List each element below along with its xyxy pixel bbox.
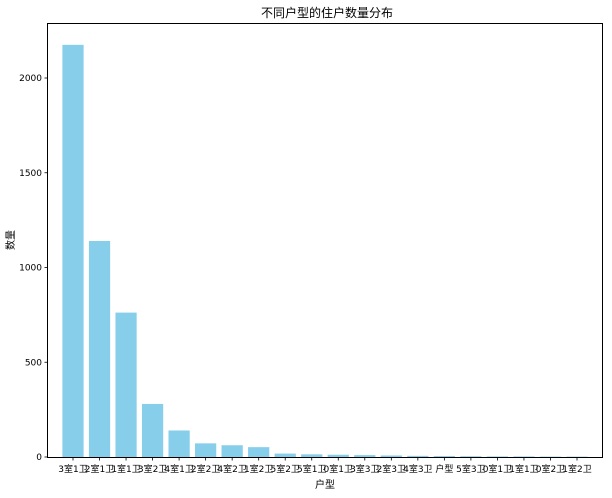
bar-8 <box>275 454 296 457</box>
x-tick-label-1: 2室1卫 <box>85 463 114 475</box>
x-tick-label-3: 3室2卫 <box>138 463 167 475</box>
x-tick-label-9: 5室1卫 <box>297 463 326 475</box>
x-tick-label-16: 0室1卫 <box>483 463 512 475</box>
x-tick-label-0: 3室1卫 <box>58 463 87 475</box>
bar-12 <box>381 455 402 457</box>
bar-2 <box>115 313 136 457</box>
x-tick-label-19: 1室2卫 <box>562 463 591 475</box>
y-axis-label: 数量 <box>4 230 17 250</box>
bar-4 <box>168 430 189 457</box>
bar-1 <box>89 241 110 457</box>
y-axis-ticks: 0 500 1000 1500 2000 <box>19 74 48 463</box>
bar-9 <box>301 454 322 457</box>
y-tick-label-2: 1000 <box>19 264 42 274</box>
x-tick-label-8: 5室2卫 <box>270 463 299 475</box>
x-tick-label-10: 0室1卫 <box>324 463 353 475</box>
bar-16 <box>487 456 508 457</box>
x-tick-label-7: 1室2卫 <box>244 463 273 475</box>
x-tick-label-2: 1室1卫 <box>111 463 140 475</box>
bar-0 <box>62 45 83 457</box>
x-tick-label-13: 4室3卫 <box>403 463 432 475</box>
chart-title: 不同户型的住户数量分布 <box>261 5 393 20</box>
x-tick-label-5: 2室2卫 <box>191 463 220 475</box>
y-tick-label-4: 2000 <box>19 74 42 84</box>
x-tick-label-15: 5室3卫 <box>456 463 485 475</box>
y-tick-label-3: 1500 <box>19 169 42 179</box>
bar-17 <box>513 456 534 457</box>
x-tick-label-6: 4室2卫 <box>217 463 246 475</box>
x-tick-label-18: 0室2卫 <box>536 463 565 475</box>
bar-3 <box>142 404 163 457</box>
x-tick-label-11: 3室3卫 <box>350 463 379 475</box>
bar-5 <box>195 443 216 457</box>
bar-13 <box>407 456 428 457</box>
x-axis-ticks: 3室1卫2室1卫1室1卫3室2卫4室1卫2室2卫4室2卫1室2卫5室2卫5室1卫… <box>58 457 591 475</box>
y-tick-label-0: 0 <box>36 453 42 463</box>
bar-6 <box>222 445 243 457</box>
x-tick-label-14: 户型 <box>435 463 453 475</box>
x-axis-label: 户型 <box>315 478 335 491</box>
bar-7 <box>248 447 269 457</box>
y-tick-label-1: 500 <box>25 358 42 368</box>
bar-10 <box>328 455 349 457</box>
x-tick-label-4: 4室1卫 <box>164 463 193 475</box>
bar-15 <box>460 456 481 457</box>
x-tick-label-17: 1室1卫 <box>509 463 538 475</box>
bar-11 <box>354 455 375 457</box>
x-tick-label-12: 2室3卫 <box>377 463 406 475</box>
bars-group <box>62 45 587 457</box>
bar-14 <box>434 456 455 457</box>
